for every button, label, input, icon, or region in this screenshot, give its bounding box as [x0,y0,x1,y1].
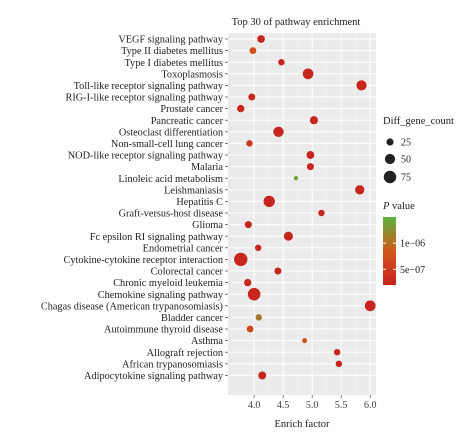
y-tick-label: Adipocytokine signaling pathway [84,371,224,382]
color-legend: P value 1e−06 5e−07 [382,201,425,285]
y-tick-label: Chronic myeloid leukemia [113,278,223,289]
data-point [263,195,275,208]
y-tick-label: Cytokine-cytokine receptor interaction [63,255,223,266]
size-legend-label: 25 [401,138,411,149]
y-tick-label: Osteoclast differentiation [119,127,223,138]
y-tick-label: Linoleic acid metabolism [118,174,223,185]
data-point [278,58,285,66]
size-legend-label: 50 [401,155,411,166]
size-legend-dot [384,153,396,165]
color-legend-label: 1e−06 [400,239,425,250]
size-legend: Diff_gene_count 25 50 75 [383,116,454,184]
data-point [244,221,252,229]
y-tick-label: Prostate cancer [160,104,223,115]
chart-title: Top 30 of pathway enrichment [232,17,361,28]
data-point [249,47,257,54]
y-tick-label: Leishmaniasis [164,185,223,196]
y-tick-label: Colorectal cancer [151,267,224,278]
color-legend-title: P value [382,201,415,212]
data-point [309,116,318,125]
data-point [306,163,314,171]
data-point [247,287,261,301]
y-tick-label: African trypanosomiasis [122,359,223,370]
y-tick-label: Chemokine signaling pathway [98,290,224,301]
data-point [355,185,365,195]
data-point [257,35,265,43]
data-point [274,267,282,275]
data-point [283,231,293,241]
x-tick-label: 5.5 [335,400,348,411]
y-tick-label: Malaria [191,162,223,173]
data-point [318,209,325,217]
data-point [254,244,262,252]
y-tick-label: Type II diabetes mellitus [121,46,223,57]
size-legend-dot [386,138,394,146]
data-point [364,300,376,312]
y-tick-label: Chagas disease (American trypanosomiasis… [41,301,223,312]
data-points [234,35,376,380]
x-axis-title: Enrich factor [274,419,330,430]
y-tick-label: Asthma [191,336,223,347]
data-point [302,68,314,80]
color-gradient-bar [383,217,396,285]
x-axis-ticks: 4.0 4.5 5.0 5.5 6.0 [248,395,377,411]
y-tick-label: Bladder cancer [161,313,224,324]
x-tick-label: 6.0 [364,400,377,411]
data-point [246,325,254,333]
data-point [255,314,262,321]
data-point [234,252,248,267]
x-tick-label: 5.0 [306,400,319,411]
y-tick-label: VEGF signaling pathway [118,35,224,46]
data-point [356,80,367,91]
size-legend-title: Diff_gene_count [383,116,454,127]
data-point [273,126,284,137]
x-tick-label: 4.5 [277,400,290,411]
y-tick-label: NOD-like receptor signaling pathway [68,151,224,162]
size-legend-dot [383,170,397,184]
data-point [335,360,343,368]
y-tick-label: Endometrial cancer [143,243,224,254]
y-tick-label: Type I diabetes mellitus [124,58,223,69]
data-point [306,151,315,159]
grid-lines [228,33,376,395]
y-tick-label: Fc epsilon RI signaling pathway [90,232,224,243]
y-tick-label: Toxoplasmosis [161,69,223,80]
y-tick-label: Allograft rejection [147,348,223,359]
y-tick-label: Glioma [192,220,223,231]
y-tick-label: Hepatitis C [176,197,223,208]
y-tick-label: Pancreatic cancer [151,116,224,127]
y-tick-label: Graft-versus-host disease [119,209,224,220]
data-point [302,338,308,344]
size-legend-label: 75 [401,173,411,184]
color-legend-title-rest: value [389,201,415,212]
data-point [246,140,253,147]
plot-panel [228,33,376,395]
data-point [333,348,341,356]
color-legend-title-p: P [382,201,390,212]
y-tick-label: Toll-like receptor signaling pathway [74,81,224,92]
y-tick-label: RIG-I-like receptor signaling pathway [65,93,223,104]
data-point [244,278,252,287]
data-point [237,104,245,113]
y-tick-label: Non-small-cell lung cancer [111,139,224,150]
data-point [248,93,256,101]
y-tick-label: Autoimmune thyroid disease [104,325,223,336]
data-point [293,176,299,181]
color-legend-label: 5e−07 [400,265,425,276]
x-tick-label: 4.0 [248,400,261,411]
data-point [258,371,267,380]
